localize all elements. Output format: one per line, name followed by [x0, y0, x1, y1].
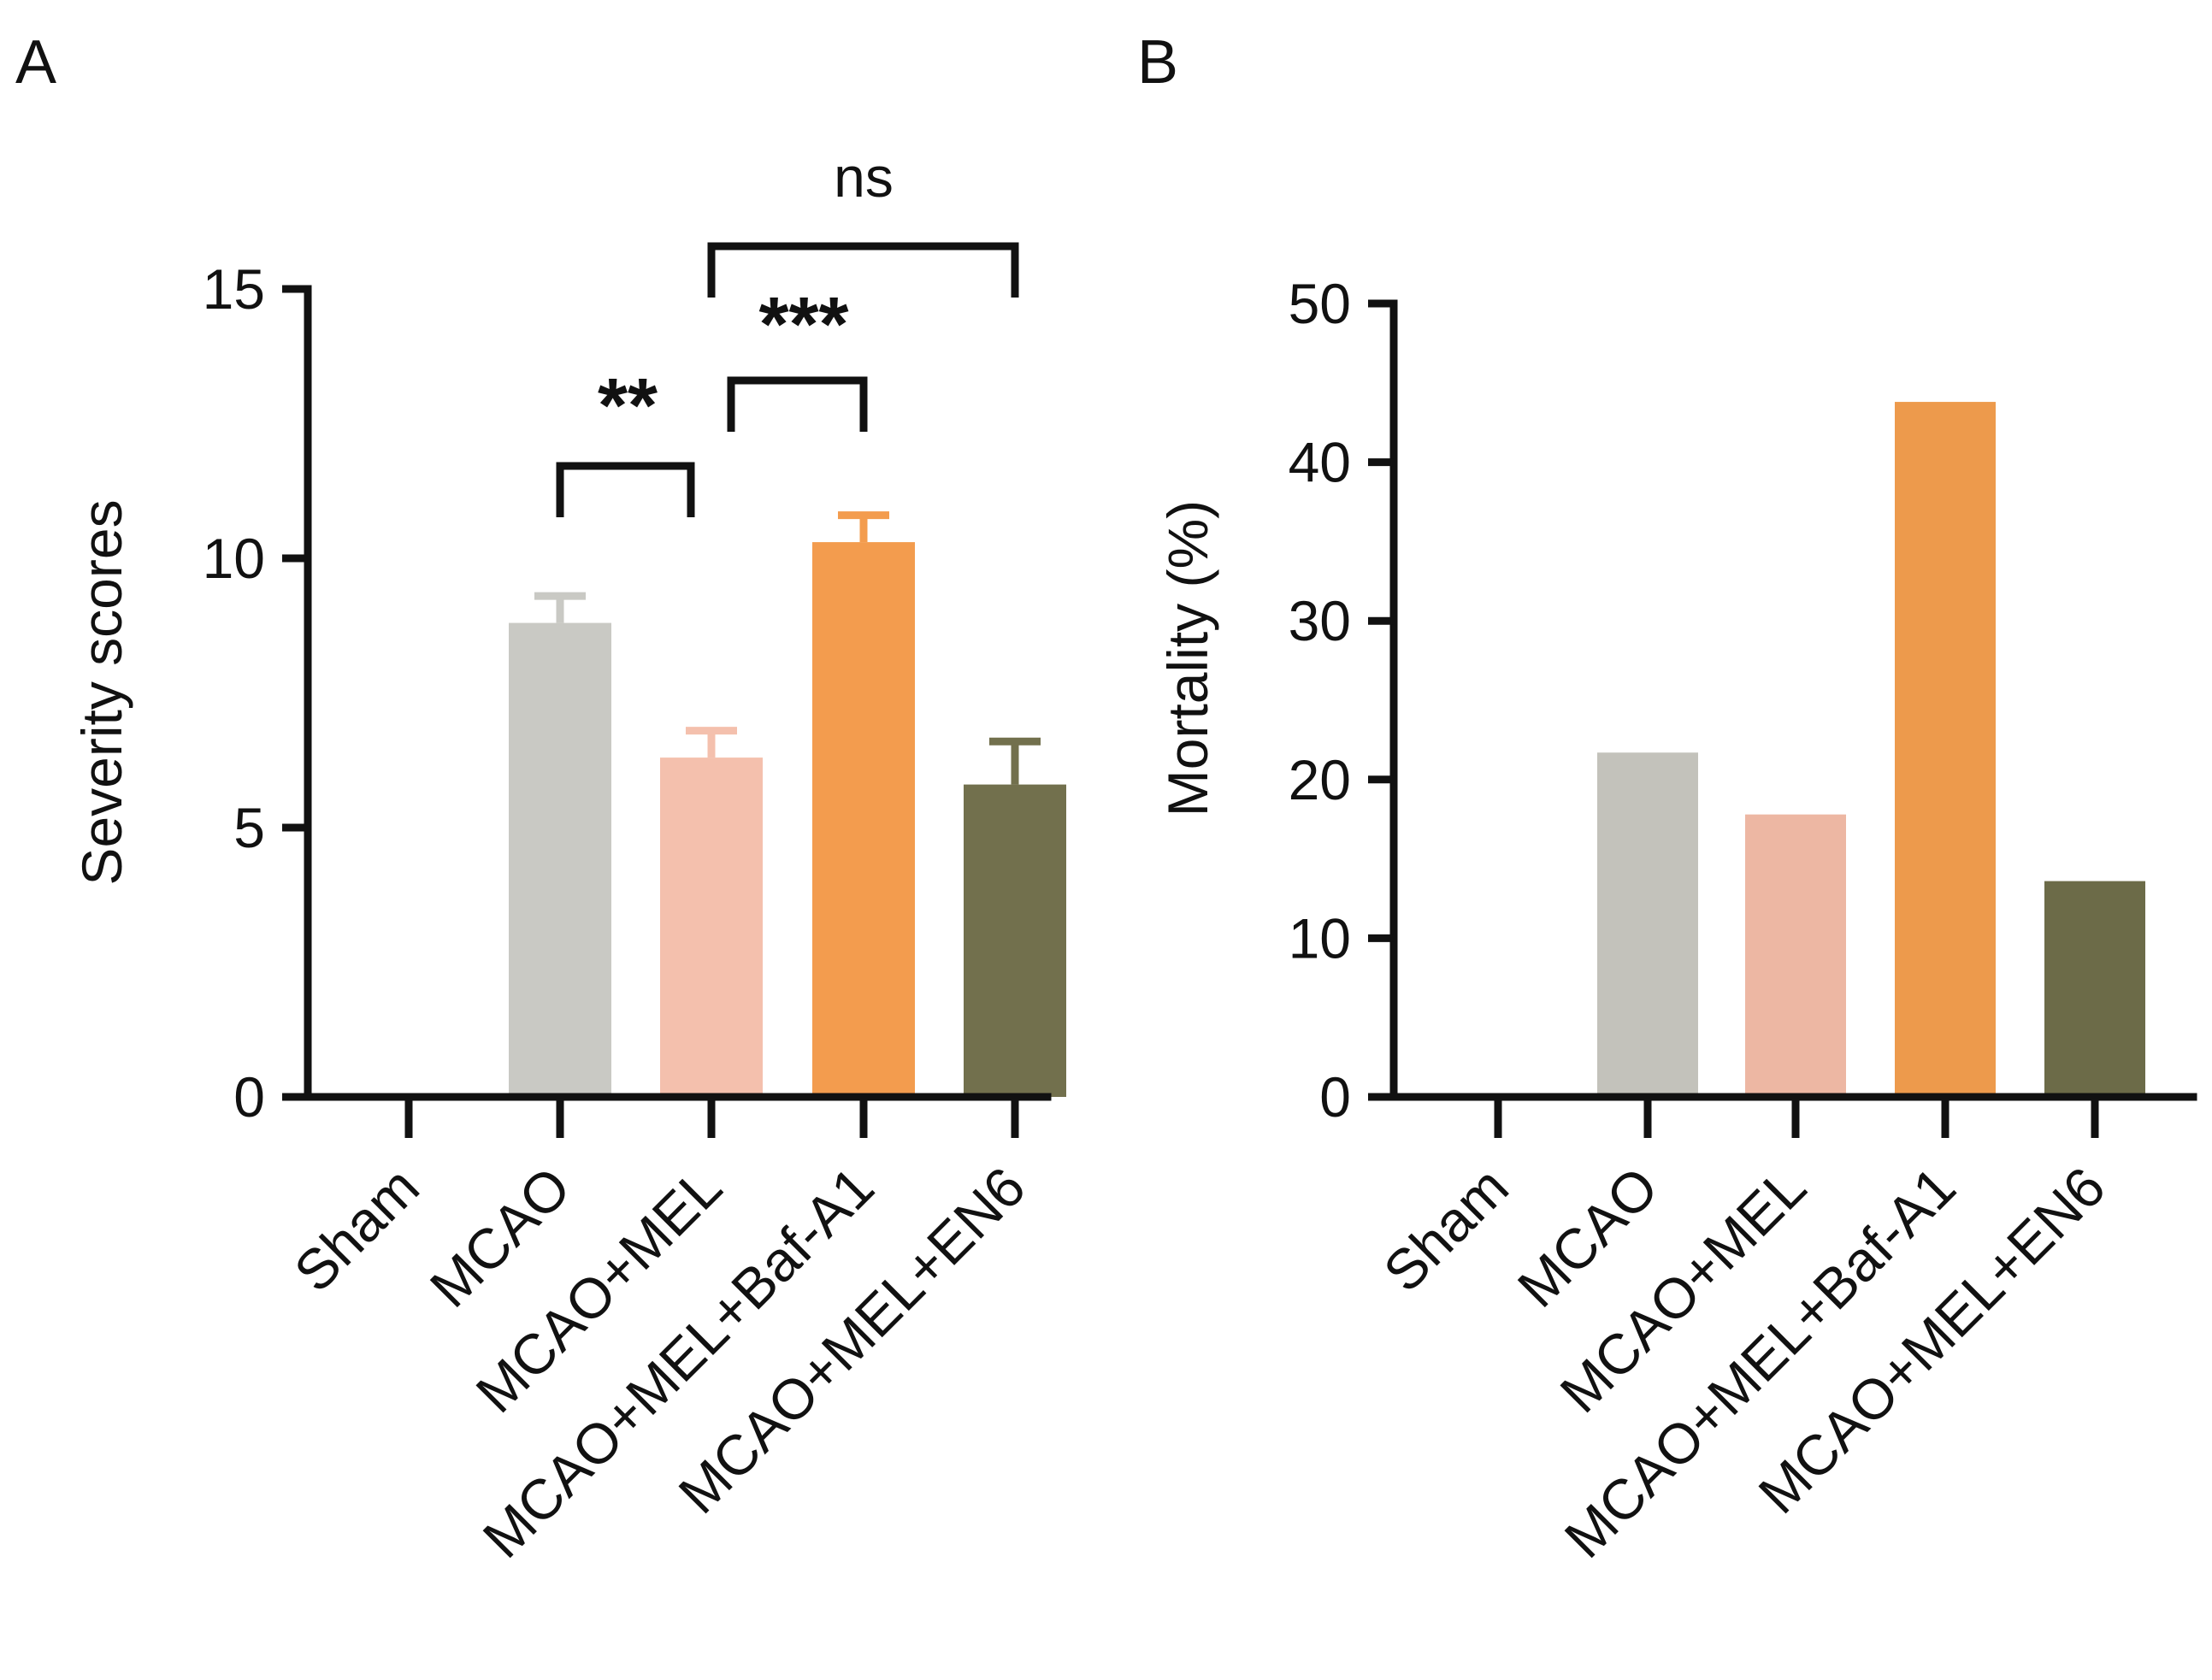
bar-mcao	[509, 622, 611, 1097]
panel-letter: A	[15, 28, 56, 97]
y-tick-label: 10	[203, 527, 265, 590]
significance-bracket	[707, 242, 1019, 298]
y-tick-label: 15	[203, 257, 265, 321]
bar-mcao	[1597, 752, 1698, 1097]
y-axis-label: Mortality (%)	[1156, 500, 1219, 816]
y-tick-label: 50	[1289, 272, 1351, 335]
bar-mcao-mel-en6	[2044, 881, 2145, 1097]
y-tick-label: 10	[1289, 906, 1351, 970]
bar-mcao-mel-baf-a1	[812, 542, 915, 1097]
y-tick-label: 20	[1289, 748, 1351, 811]
y-tick-label: 30	[1289, 589, 1351, 652]
x-tick-label: Sham	[1371, 1155, 1520, 1304]
significance-label: ***	[758, 282, 848, 368]
bar-mcao-mel-baf-a1	[1895, 402, 1996, 1097]
significance-label: ns	[834, 145, 894, 209]
bar-mcao-mel-en6	[964, 784, 1066, 1097]
y-tick-label: 5	[233, 796, 265, 859]
bar-mcao-mel	[660, 757, 763, 1097]
panel-letter: B	[1137, 28, 1178, 97]
y-tick-label: 0	[1319, 1065, 1351, 1129]
x-tick-label: Sham	[282, 1155, 431, 1304]
significance-label: **	[598, 363, 658, 449]
bar-mcao-mel	[1745, 814, 1846, 1097]
y-axis-label: Severity scores	[70, 499, 133, 885]
y-tick-label: 0	[233, 1065, 265, 1129]
y-tick-label: 40	[1289, 431, 1351, 494]
significance-bracket	[727, 376, 868, 432]
significance-bracket	[556, 462, 695, 517]
